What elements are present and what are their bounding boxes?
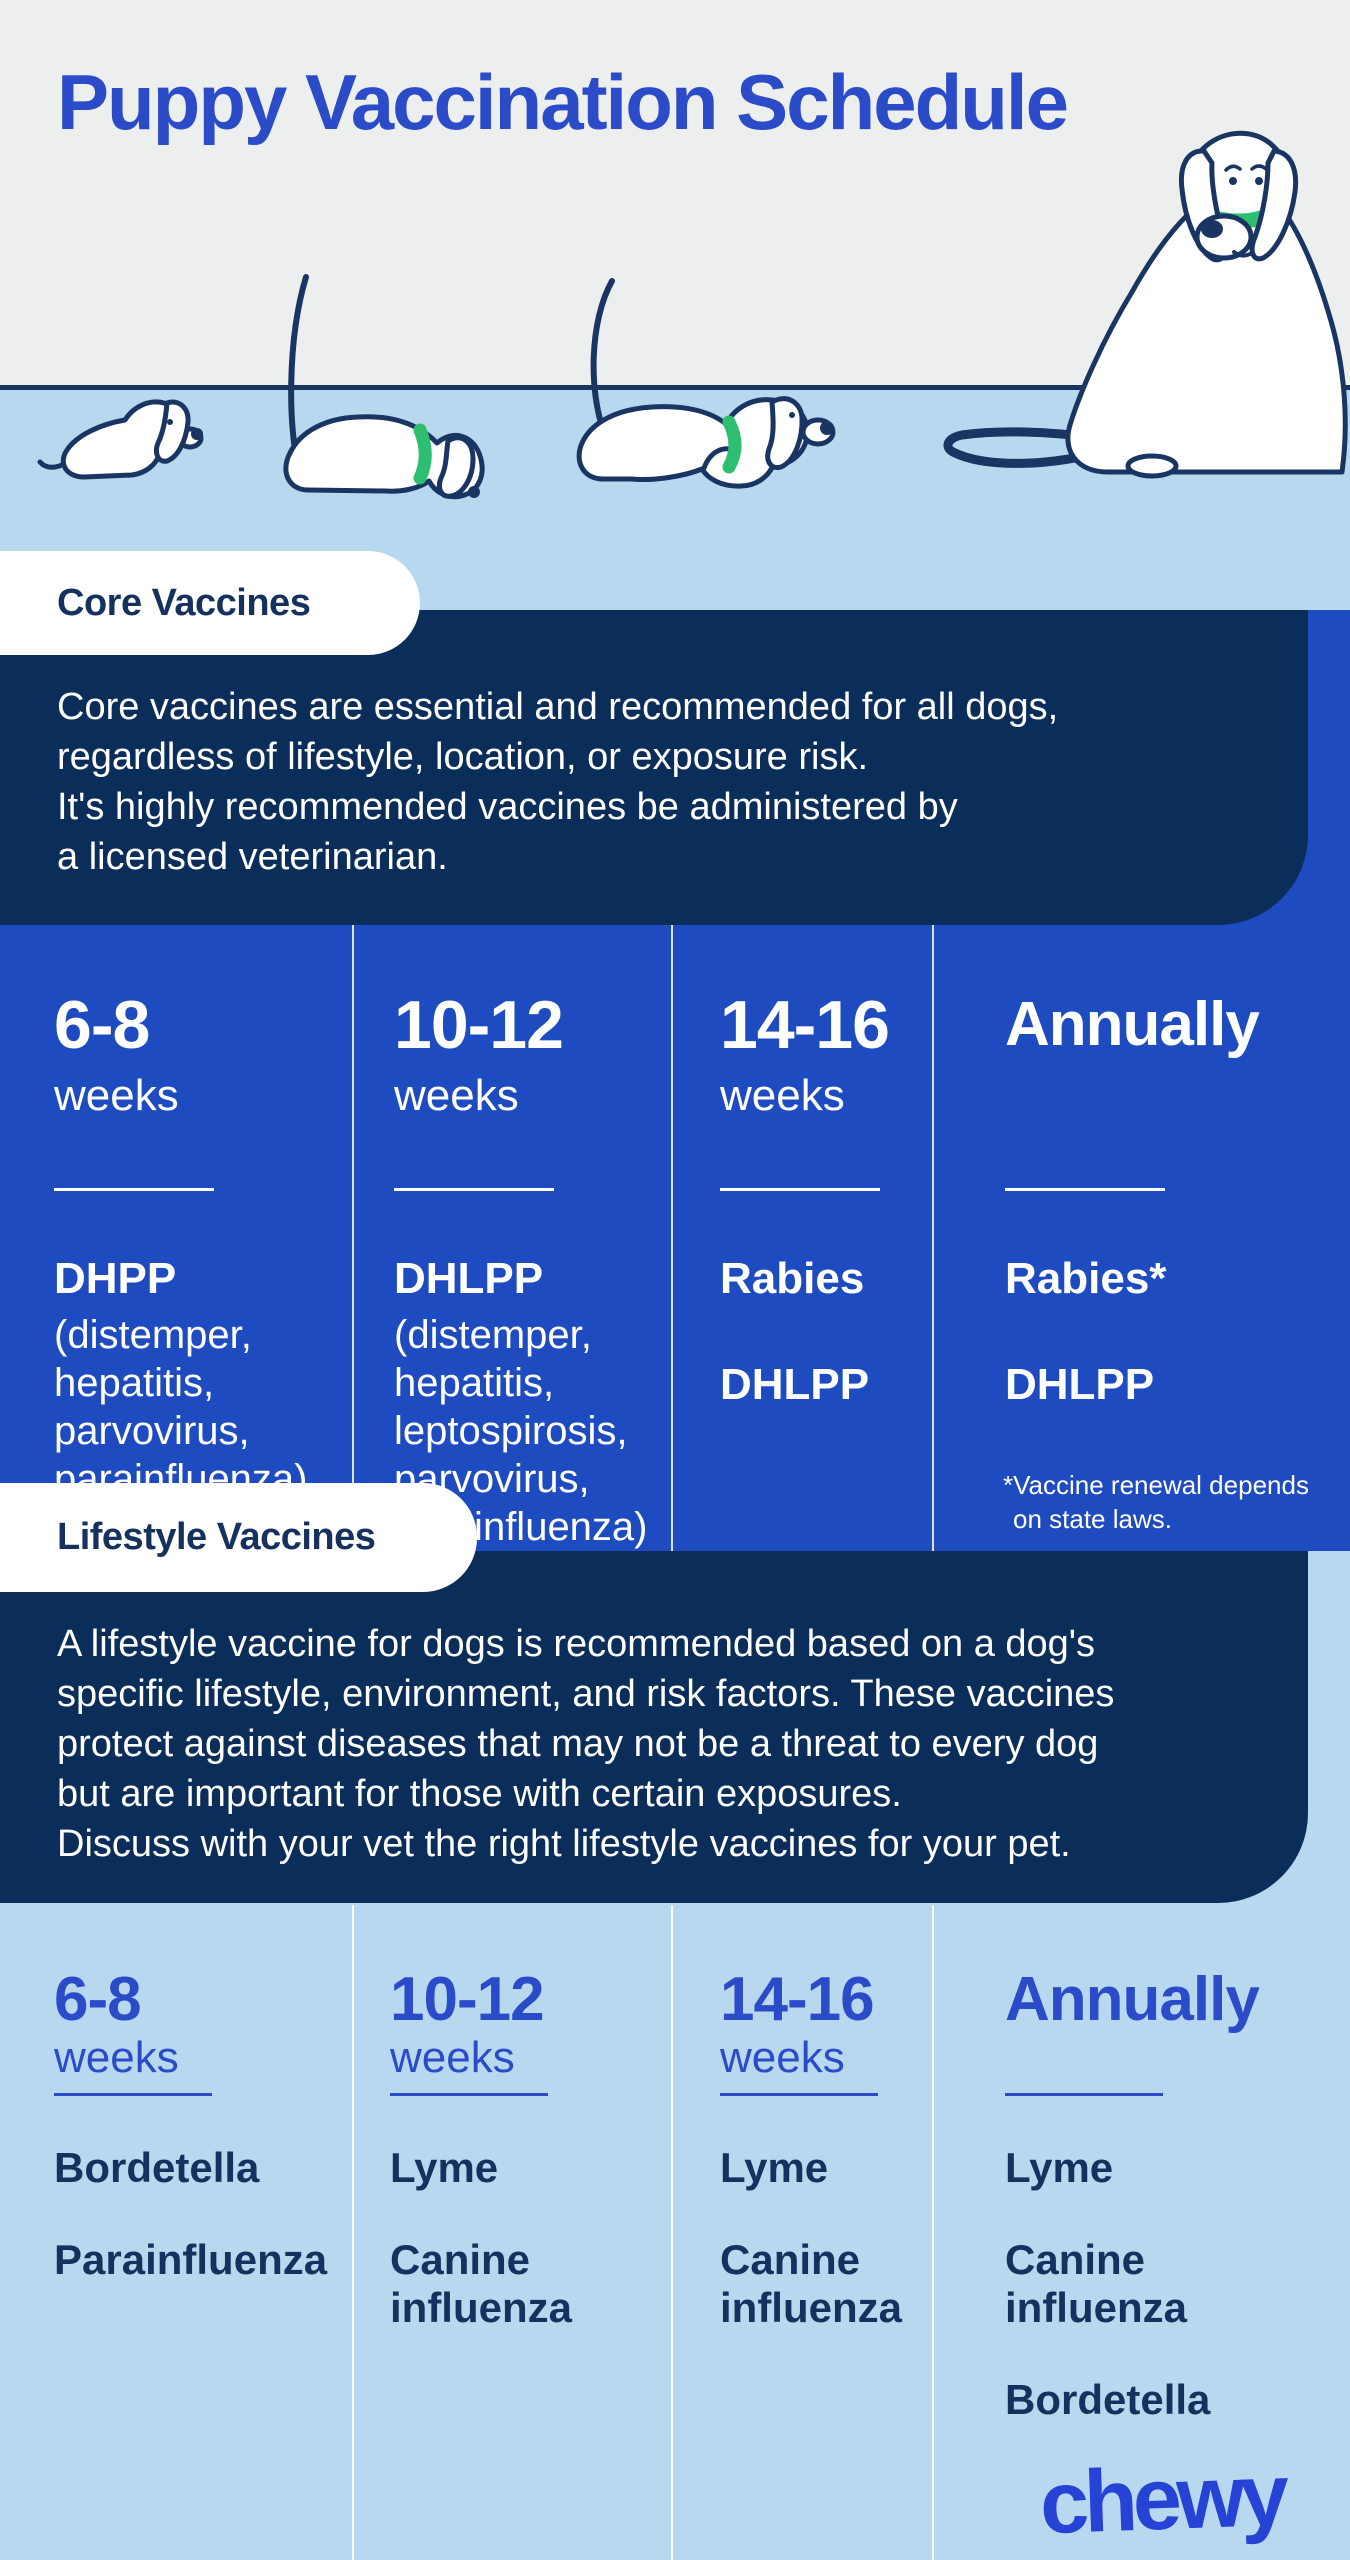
column-divider xyxy=(932,925,934,1551)
vaccine-name: Canine influenza xyxy=(1005,2236,1188,2331)
column-divider xyxy=(352,1905,354,2560)
age-heading: 14-16 xyxy=(720,987,890,1063)
age-heading: Annually xyxy=(1005,990,1260,1059)
page-title: Puppy Vaccination Schedule xyxy=(57,58,1069,146)
age-heading: Annually xyxy=(1005,1965,1260,2034)
core-description: Core vaccines are essential and recommen… xyxy=(57,686,1059,878)
vaccine-name: DHLPP xyxy=(720,1360,870,1409)
age-unit: weeks xyxy=(720,2033,845,2082)
lifestyle-column-1: 6-8 weeks Bordetella Parainfluenza xyxy=(54,1965,346,2328)
age-unit: weeks xyxy=(54,1071,179,1120)
vaccine-name: Rabies* xyxy=(1005,1254,1167,1303)
age-heading: 10-12 xyxy=(390,1965,545,2034)
underline-rule xyxy=(54,1188,214,1191)
underline-rule xyxy=(720,2093,878,2096)
vaccine-name: Lyme xyxy=(720,2144,829,2191)
age-unit: weeks xyxy=(394,1071,519,1120)
underline-rule xyxy=(54,2093,212,2096)
chewy-logo: chewy xyxy=(1038,2444,1286,2553)
underline-rule xyxy=(394,1188,554,1191)
vaccine-name: DHLPP xyxy=(1005,1360,1155,1409)
lifestyle-vaccines-label: Lifestyle Vaccines xyxy=(57,1516,376,1558)
underline-rule xyxy=(1005,1188,1165,1191)
age-heading: 6-8 xyxy=(54,987,150,1063)
age-heading: 6-8 xyxy=(54,1965,142,2034)
column-divider xyxy=(352,925,354,1551)
column-divider xyxy=(932,1905,934,2560)
lifestyle-column-2: 10-12 weeks Lyme Canine influenza xyxy=(390,1965,662,2376)
vaccine-name: DHPP xyxy=(54,1254,177,1303)
vaccine-name: Canine influenza xyxy=(720,2236,903,2331)
column-divider xyxy=(671,925,673,1551)
age-heading: 14-16 xyxy=(720,1965,875,2034)
lifestyle-vaccines-pill: Lifestyle Vaccines xyxy=(0,1483,477,1592)
vaccine-name: Lyme xyxy=(1005,2144,1114,2191)
lifestyle-description-panel: A lifestyle vaccine for dogs is recommen… xyxy=(0,1551,1308,1903)
core-column-3: 14-16 weeks Rabies DHLPP xyxy=(720,988,925,1465)
lifestyle-column-4: Annually Lyme Canine influenza Bordetell… xyxy=(1005,1965,1345,2468)
age-unit: weeks xyxy=(720,1071,845,1120)
vaccine-name: DHLPP xyxy=(394,1254,544,1303)
core-description-panel: Core vaccines are essential and recommen… xyxy=(0,610,1308,925)
core-vaccines-pill: Core Vaccines xyxy=(0,551,420,655)
underline-rule xyxy=(720,1188,880,1191)
vaccine-name: Bordetella xyxy=(1005,2376,1211,2423)
column-divider xyxy=(671,1905,673,2560)
age-unit: weeks xyxy=(54,2033,179,2082)
vaccine-name: Lyme xyxy=(390,2144,499,2191)
underline-rule xyxy=(390,2093,548,2096)
rabies-footnote: *Vaccine renewal depends on state laws. xyxy=(1003,1470,1309,1534)
vaccine-name: Parainfluenza xyxy=(54,2236,328,2283)
core-column-1: 6-8 weeks DHPP (distemper, hepatitis, pa… xyxy=(54,988,346,1557)
lifestyle-column-3: 14-16 weeks Lyme Canine influenza xyxy=(720,1965,925,2376)
vaccine-detail: (distemper, hepatitis, parvovirus, parai… xyxy=(54,1313,308,1501)
floor-line xyxy=(0,385,1350,390)
age-heading: 10-12 xyxy=(394,987,564,1063)
core-column-4: Annually Rabies* DHLPP xyxy=(1005,988,1345,1465)
underline-rule xyxy=(1005,2093,1163,2096)
vaccine-name: Canine influenza xyxy=(390,2236,573,2331)
core-vaccines-label: Core Vaccines xyxy=(57,581,311,624)
age-unit: weeks xyxy=(390,2033,515,2082)
vaccine-name: Bordetella xyxy=(54,2144,260,2191)
vaccine-name: Rabies xyxy=(720,1254,865,1303)
lifestyle-description: A lifestyle vaccine for dogs is recommen… xyxy=(57,1623,1115,1865)
